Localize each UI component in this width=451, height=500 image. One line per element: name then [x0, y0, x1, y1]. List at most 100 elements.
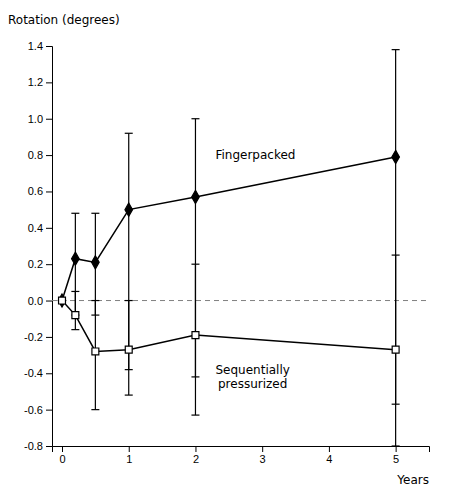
y-axis-tick-label: 0.6 — [28, 185, 43, 197]
y-axis-tick-mark — [46, 155, 52, 156]
error-bar-cap — [191, 264, 199, 265]
error-bar-cap — [191, 414, 199, 415]
x-axis-tick-label: 4 — [326, 453, 332, 465]
point — [392, 346, 399, 353]
y-axis-tick: -0.8 — [24, 440, 52, 452]
series — [58, 50, 400, 405]
error-bar-cap — [71, 329, 79, 330]
y-axis-tick: -0.4 — [24, 367, 52, 379]
x-axis-tick-label: 1 — [126, 453, 132, 465]
series-line — [62, 157, 396, 301]
y-axis-tick-mark — [46, 446, 52, 447]
y-axis-tick-label: 0.4 — [28, 222, 43, 234]
annotation: Fingerpacked — [215, 148, 295, 162]
error-bar-cap — [125, 394, 133, 395]
x-axis-tick-mark — [195, 446, 196, 452]
y-axis-tick-mark — [46, 46, 52, 47]
error-bar-stem — [195, 264, 196, 415]
x-axis-tick: 0 — [59, 446, 65, 465]
y-axis-tick: 0.8 — [28, 149, 52, 161]
x-axis-tick-mark — [262, 446, 263, 452]
error-bar-cap — [71, 291, 79, 292]
point — [92, 256, 100, 269]
y-axis-tick: -0.2 — [24, 331, 52, 343]
point — [392, 150, 400, 163]
x-axis-tick: 1 — [126, 446, 132, 465]
x-axis-tick: 5 — [393, 446, 399, 465]
y-axis-tick: -0.6 — [24, 404, 52, 416]
error-bar-cap — [71, 213, 79, 214]
error-bar-stem — [75, 291, 76, 329]
point — [192, 190, 200, 203]
error-bar — [71, 291, 79, 329]
y-axis-tick-mark — [46, 337, 52, 338]
plot-area — [52, 50, 429, 446]
x-axis-title: Years — [396, 473, 429, 487]
error-bar-cap — [392, 445, 400, 446]
x-axis: 0 1 2 3 4 5 — [53, 446, 430, 465]
y-axis-tick-label: 1.0 — [28, 113, 43, 125]
point — [192, 332, 199, 339]
chart: 0 1 2 3 4 5 -0.8 -0.6 -0.4 -0.2 0.0 0.2 0.4 0.6 0.8 1.0… — [0, 0, 451, 500]
x-axis-tick-mark — [129, 446, 130, 452]
x-axis-tick-label: 3 — [260, 453, 266, 465]
x-axis-line — [53, 447, 430, 453]
point — [72, 312, 79, 319]
error-bar-cap — [392, 49, 400, 50]
x-axis-tick-mark — [329, 446, 330, 452]
annotation-line: Fingerpacked — [215, 148, 295, 162]
x-axis-tick-mark — [396, 446, 397, 452]
y-axis-tick: 0.4 — [28, 222, 52, 234]
y-axis-tick-mark — [46, 264, 52, 265]
y-axis-tick-mark — [46, 82, 52, 83]
series-line — [62, 301, 396, 352]
point — [125, 203, 133, 216]
y-axis-tick-label: -0.4 — [24, 367, 43, 379]
y-axis-tick-label: 1.4 — [28, 40, 43, 52]
y-axis-tick-mark — [46, 410, 52, 411]
x-axis-tick-label: 5 — [393, 453, 399, 465]
x-axis-tick: 2 — [193, 446, 199, 465]
y-axis-tick: 0.6 — [28, 185, 52, 197]
error-bar — [392, 50, 400, 405]
y-axis-tick-label: -0.2 — [24, 331, 43, 343]
error-bar-cap — [125, 133, 133, 134]
error-bar — [191, 264, 199, 415]
point — [72, 252, 80, 265]
point — [58, 294, 66, 307]
y-axis-tick: 1.4 — [28, 40, 52, 52]
y-axis-tick-label: 0.2 — [28, 258, 43, 270]
y-axis-tick-mark — [46, 228, 52, 229]
x-axis-tick-label: 2 — [193, 453, 199, 465]
error-bar-cap — [191, 118, 199, 119]
point — [92, 348, 99, 355]
error-bar — [125, 301, 133, 396]
reference-line — [52, 300, 429, 301]
y-axis-tick-mark — [46, 373, 52, 374]
y-axis-tick-label: 0.8 — [28, 149, 43, 161]
y-axis-tick: 0.0 — [28, 295, 52, 307]
annotations: Fingerpacked Sequentiallypressurized — [215, 148, 295, 391]
error-bar-cap — [91, 213, 99, 214]
error-bar — [91, 301, 99, 410]
error-bar-cap — [392, 254, 400, 255]
y-axis: -0.8-0.6-0.4-0.20.00.20.40.60.81.01.21.4 — [24, 40, 52, 452]
y-axis-tick-mark — [46, 191, 52, 192]
annotation-line: Sequentially — [215, 363, 289, 377]
y-axis-line — [46, 47, 53, 447]
y-axis-tick-label: -0.6 — [24, 404, 43, 416]
point — [125, 346, 132, 353]
y-axis-tick: 0.2 — [28, 258, 52, 270]
y-axis-tick-label: -0.8 — [24, 440, 43, 452]
annotation: Sequentiallypressurized — [215, 363, 289, 391]
series — [58, 255, 400, 446]
annotation-line: pressurized — [218, 377, 287, 391]
error-bar — [392, 255, 400, 446]
error-bar-cap — [91, 409, 99, 410]
y-axis-tick-mark — [46, 301, 52, 302]
y-axis-tick-mark — [46, 119, 52, 120]
x-axis-tick: 3 — [260, 446, 266, 465]
y-axis-tick-label: 0.0 — [28, 295, 43, 307]
error-bar-cap — [91, 300, 99, 301]
y-axis-title: Rotation (degrees) — [8, 13, 120, 27]
